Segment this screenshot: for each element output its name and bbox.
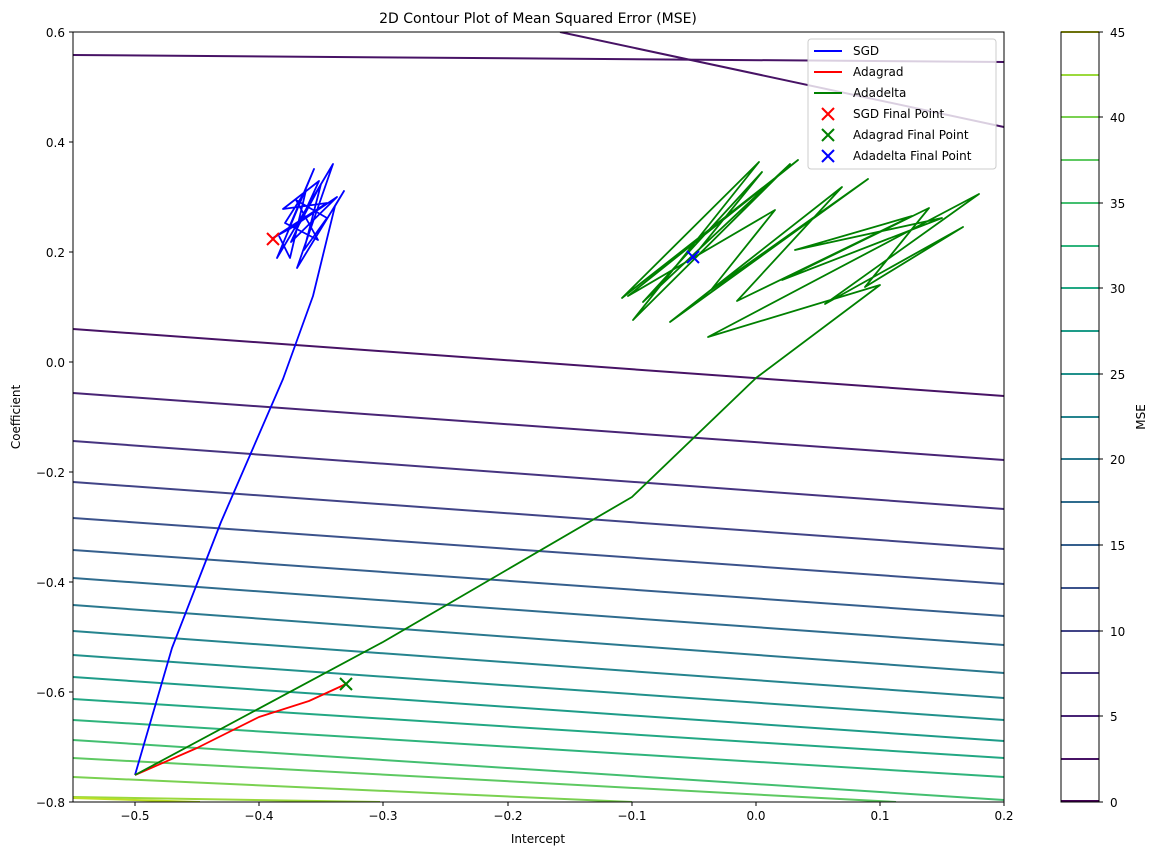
y-axis [69,31,73,803]
colorbar: 0 5 10 15 20 25 30 35 40 45 MSE [1060,26,1148,810]
contour-line [73,577,1004,646]
contour-line [73,630,1004,699]
contour-line [73,739,1004,801]
x-marker-icon [821,128,835,142]
legend-item-adadelta: Adadelta [814,86,906,100]
legend-label: Adadelta [853,86,906,100]
x-tick-label: −0.3 [368,809,397,823]
legend-item-adadelta-final-point: Adadelta Final Point [821,149,972,163]
contour-line [73,757,897,802]
y-tick-label: −0.2 [36,466,65,480]
contour-line [73,796,381,802]
contour-line [73,549,1004,617]
contour-line [73,481,1004,550]
y-tick-label: −0.8 [36,796,65,810]
x-axis [134,802,1005,806]
x-tick-label: −0.2 [493,809,522,823]
x-tick-label: 0.0 [746,809,765,823]
y-tick-label: 0.0 [46,356,65,370]
y-tick-labels: 0.6 0.4 0.2 0.0 −0.2 −0.4 −0.6 −0.8 [36,26,65,810]
y-tick-label: 0.2 [46,246,65,260]
legend-item-sgd: SGD [814,44,879,58]
legend: SGD Adagrad Adadelta SGD Final Point Ada… [807,38,997,170]
colorbar-tick-label: 45 [1110,26,1125,40]
contour-line [73,604,1004,674]
legend-label: SGD Final Point [853,107,945,121]
adagrad-final-point-marker [339,677,353,691]
adadelta-final-point-marker [686,250,700,264]
contour-line [73,797,201,802]
contour-lines [73,32,1004,802]
y-tick-label: 0.6 [46,26,65,40]
y-tick-label: 0.4 [46,136,65,150]
x-tick-label: 0.2 [994,809,1013,823]
x-tick-labels: −0.5 −0.4 −0.3 −0.2 −0.1 0.0 0.1 0.2 [120,809,1013,823]
colorbar-tick-label: 0 [1110,796,1118,810]
x-tick-label: −0.5 [120,809,149,823]
x-tick-label: −0.4 [244,809,273,823]
contour-line [73,676,1004,742]
colorbar-tick-label: 25 [1110,368,1125,382]
legend-item-adagrad-final-point: Adagrad Final Point [821,128,969,142]
legend-label: Adagrad Final Point [853,128,969,142]
colorbar-tick-label: 35 [1110,197,1125,211]
colorbar-tick-label: 40 [1110,111,1125,125]
contour-line [73,719,1004,778]
colorbar-tick-label: 15 [1110,539,1125,553]
final-point-markers [266,232,700,691]
chart-title: 2D Contour Plot of Mean Squared Error (M… [379,11,697,27]
x-tick-label: −0.1 [617,809,646,823]
x-axis-label: Intercept [511,832,566,846]
sgd-trajectory [134,163,345,776]
legend-label: Adadelta Final Point [853,149,972,163]
x-tick-label: 0.1 [870,809,889,823]
plot-area-frame [72,31,1005,803]
x-marker-icon [821,107,835,121]
contour-line [73,698,1004,759]
legend-label: Adagrad [853,65,904,79]
colorbar-label: MSE [1134,404,1148,430]
y-tick-label: −0.4 [36,576,65,590]
colorbar-tick-labels: 0 5 10 15 20 25 30 35 40 45 [1110,26,1125,810]
adagrad-trajectory [134,683,347,776]
colorbar-tick-label: 20 [1110,453,1125,467]
y-axis-label: Coefficient [9,385,23,450]
colorbar-ticks [1099,31,1103,803]
adadelta-trajectory [134,159,980,776]
contour-line [73,776,633,802]
x-marker-icon [821,149,835,163]
contour-line [73,654,1004,721]
colorbar-tick-label: 10 [1110,625,1125,639]
colorbar-tick-label: 30 [1110,282,1125,296]
y-tick-label: −0.6 [36,686,65,700]
legend-item-adagrad: Adagrad [814,65,904,79]
contour-line [73,328,1004,397]
legend-item-sgd-final-point: SGD Final Point [821,107,945,121]
legend-box [807,38,997,170]
legend-label: SGD [853,44,879,58]
colorbar-level-lines [1061,31,1099,802]
colorbar-tick-label: 5 [1110,710,1118,724]
contour-line [73,392,1004,461]
sgd-final-point-marker [266,232,280,246]
trajectories [134,159,980,776]
colorbar-frame [1060,31,1100,803]
contour-line [73,440,1004,510]
